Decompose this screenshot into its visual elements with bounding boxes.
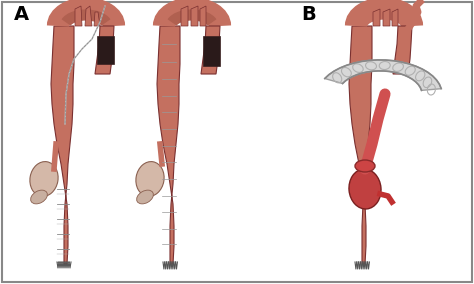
Ellipse shape bbox=[137, 190, 154, 204]
Polygon shape bbox=[203, 36, 220, 66]
Polygon shape bbox=[392, 9, 398, 26]
Ellipse shape bbox=[349, 169, 381, 209]
Polygon shape bbox=[393, 26, 412, 74]
Polygon shape bbox=[157, 26, 180, 264]
Polygon shape bbox=[349, 26, 372, 264]
Polygon shape bbox=[200, 6, 206, 26]
Ellipse shape bbox=[355, 160, 375, 172]
Polygon shape bbox=[85, 6, 92, 26]
Polygon shape bbox=[97, 36, 114, 64]
Ellipse shape bbox=[136, 162, 164, 197]
Ellipse shape bbox=[30, 162, 58, 197]
Text: B: B bbox=[301, 5, 316, 24]
Polygon shape bbox=[181, 6, 188, 26]
Polygon shape bbox=[94, 12, 100, 26]
Polygon shape bbox=[191, 6, 198, 26]
Polygon shape bbox=[75, 6, 82, 26]
Polygon shape bbox=[325, 60, 441, 90]
Polygon shape bbox=[51, 26, 74, 264]
Polygon shape bbox=[95, 26, 114, 74]
Ellipse shape bbox=[31, 190, 47, 204]
Polygon shape bbox=[373, 9, 380, 26]
Polygon shape bbox=[201, 26, 220, 74]
Polygon shape bbox=[383, 9, 390, 26]
Text: A: A bbox=[14, 5, 29, 24]
